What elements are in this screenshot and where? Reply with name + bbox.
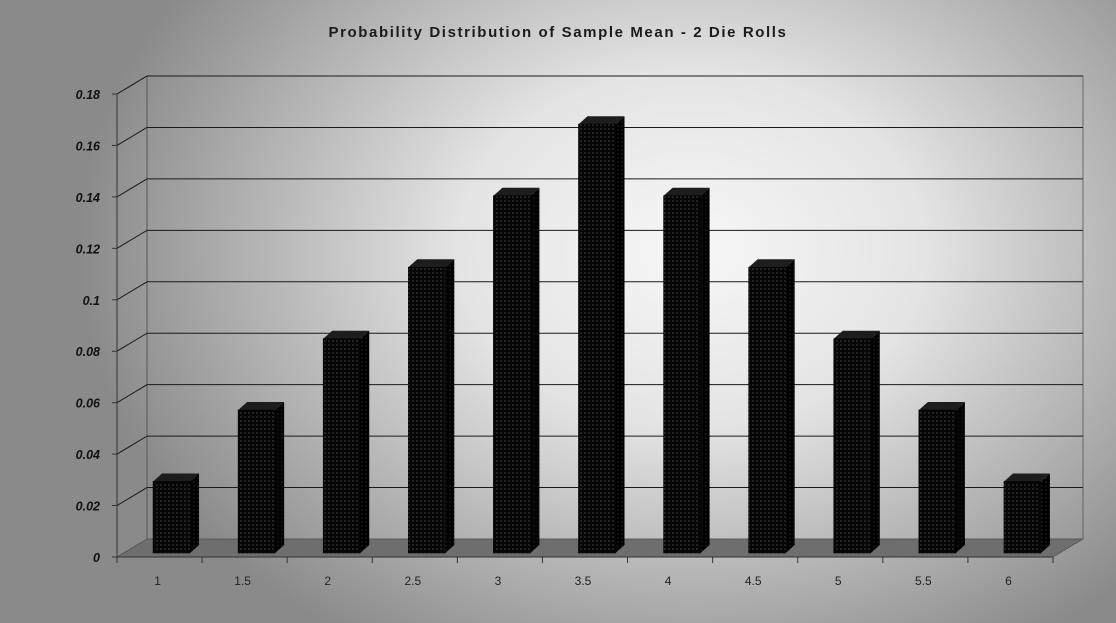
x-tick-label: 2 xyxy=(324,574,331,588)
bar-top xyxy=(493,187,540,196)
bar-top xyxy=(663,187,710,196)
bar-side xyxy=(870,330,880,553)
bar-side xyxy=(190,473,200,553)
x-tick-label: 4.5 xyxy=(745,574,762,588)
bar xyxy=(237,409,276,554)
axes xyxy=(112,93,1054,563)
chart-title: Probability Distribution of Sample Mean … xyxy=(328,24,788,41)
gridline xyxy=(116,229,1083,249)
x-tick-label: 5 xyxy=(835,574,842,588)
x-tick-label: 4 xyxy=(665,574,672,588)
y-tick-label: 0.18 xyxy=(76,88,100,102)
bar-top xyxy=(918,401,965,410)
y-tick-label: 0.06 xyxy=(76,397,101,411)
bar-top xyxy=(323,330,370,339)
y-tick-label: 0.1 xyxy=(83,294,100,308)
bar xyxy=(1003,481,1042,554)
y-tick-label: 0.08 xyxy=(76,345,100,359)
bar-top xyxy=(1003,473,1050,482)
bar-side xyxy=(530,187,540,554)
x-tick-label: 2.5 xyxy=(404,574,421,588)
gridline xyxy=(116,75,1083,95)
x-tick-label: 3 xyxy=(495,574,502,588)
y-tick-label: 0.16 xyxy=(76,139,101,153)
bar xyxy=(408,266,446,554)
bar xyxy=(918,409,957,554)
y-tick-label: 0.14 xyxy=(76,191,100,205)
bar-side xyxy=(615,116,625,553)
bars xyxy=(152,116,1050,554)
x-tick-label: 1.5 xyxy=(234,574,251,588)
x-tick-label: 3.5 xyxy=(575,574,592,588)
bar-side xyxy=(275,401,285,553)
bar xyxy=(748,266,786,554)
y-tick-labels: 0 0.02 0.04 0.06 0.08 0.1 0.12 0.14 0.16 0.18 xyxy=(76,88,101,565)
x-tick-label: 1 xyxy=(154,574,161,588)
bar xyxy=(322,338,361,554)
x-tick-label: 5.5 xyxy=(915,574,932,588)
bar-side xyxy=(700,187,710,554)
bar-top xyxy=(833,330,880,339)
bar xyxy=(152,481,191,554)
y-tick-label: 0.04 xyxy=(76,448,100,462)
bar xyxy=(578,123,616,554)
bar-top xyxy=(408,259,455,268)
bar-side xyxy=(445,259,455,553)
bar-side xyxy=(955,401,965,553)
y-tick-label: 0 xyxy=(93,551,100,565)
gridline xyxy=(116,178,1083,198)
bar xyxy=(493,195,531,554)
bar-side xyxy=(785,259,795,553)
x-tick-labels: 1 1.5 2 2.5 3 3.5 4 4.5 5 5.5 6 xyxy=(154,574,1012,588)
bar-side xyxy=(1040,473,1050,553)
bar xyxy=(663,195,701,554)
bar-top xyxy=(578,116,625,125)
bar-side xyxy=(360,330,370,553)
y-tick-label: 0.12 xyxy=(76,242,100,256)
gridline xyxy=(116,126,1083,146)
bar xyxy=(833,338,872,554)
bar-top xyxy=(748,259,795,268)
bar-top xyxy=(153,473,200,482)
y-tick-label: 0.02 xyxy=(76,500,100,514)
x-tick-label: 6 xyxy=(1005,574,1012,588)
bar-top xyxy=(238,401,285,410)
side-wall xyxy=(116,75,148,558)
